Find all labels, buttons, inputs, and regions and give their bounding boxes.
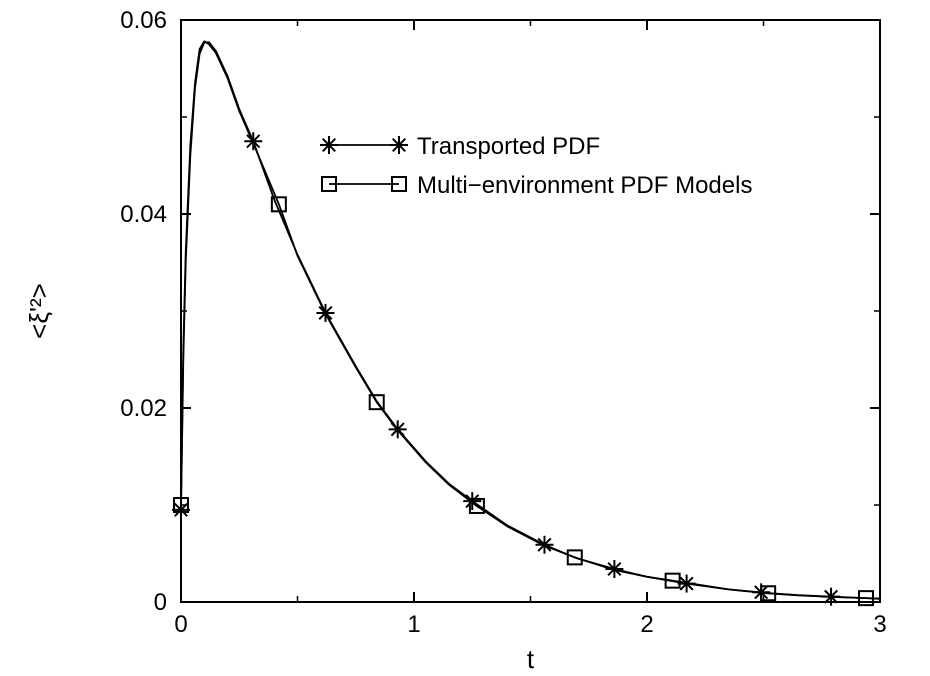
- legend-label-multi-environment-pdf-models: Multi−environment PDF Models: [417, 172, 752, 199]
- legend-entry-multi-environment-pdf-models: Multi−environment PDF Models: [321, 172, 752, 199]
- legend-marker-multi-environment-pdf-models: [321, 176, 337, 192]
- tick-labels: 0 1 2 3 0 0.02 0.04 0.06: [120, 7, 886, 638]
- legend-marker-transported-pdf: [390, 136, 408, 154]
- data-point-multi-environment-pdf-models: [760, 585, 777, 602]
- series-line-multi-environment-pdf-models: [180, 40, 881, 600]
- legend-marker-transported-pdf: [320, 136, 338, 154]
- data-point-multi-environment-pdf-models: [368, 394, 385, 411]
- y-tick-label: 0: [154, 589, 167, 616]
- x-tick-label: 2: [640, 611, 653, 638]
- data-point-multi-environment-pdf-models: [566, 549, 583, 566]
- tick-marks: [180, 19, 881, 603]
- data-point-multi-environment-pdf-models: [270, 196, 287, 213]
- y-tick-label: 0.06: [120, 7, 167, 34]
- y-tick-label: 0.04: [120, 201, 167, 228]
- plot-area: [172, 40, 881, 607]
- data-point-multi-environment-pdf-models: [858, 590, 875, 607]
- data-point-transported-pdf: [605, 560, 624, 579]
- plot-frame: [180, 19, 881, 603]
- legend-label-transported-pdf: Transported PDF: [417, 133, 600, 160]
- legend-sample-multi-environment-pdf-models: [321, 176, 407, 192]
- series-line-transported-pdf: [180, 41, 881, 600]
- legend-entry-transported-pdf: Transported PDF: [320, 133, 600, 160]
- y-axis-label: <ξ'²>: [24, 283, 54, 339]
- x-tick-label: 0: [174, 611, 187, 638]
- x-axis-label: t: [527, 644, 535, 674]
- legend: Transported PDF Multi−environment PDF Mo…: [320, 133, 752, 199]
- legend-sample-transported-pdf: [320, 136, 408, 154]
- x-tick-label: 3: [873, 611, 886, 638]
- data-point-multi-environment-pdf-models: [468, 497, 485, 514]
- legend-marker-multi-environment-pdf-models: [391, 176, 407, 192]
- x-tick-label: 1: [407, 611, 420, 638]
- y-tick-label: 0.02: [120, 395, 167, 422]
- data-point-multi-environment-pdf-models: [664, 572, 681, 589]
